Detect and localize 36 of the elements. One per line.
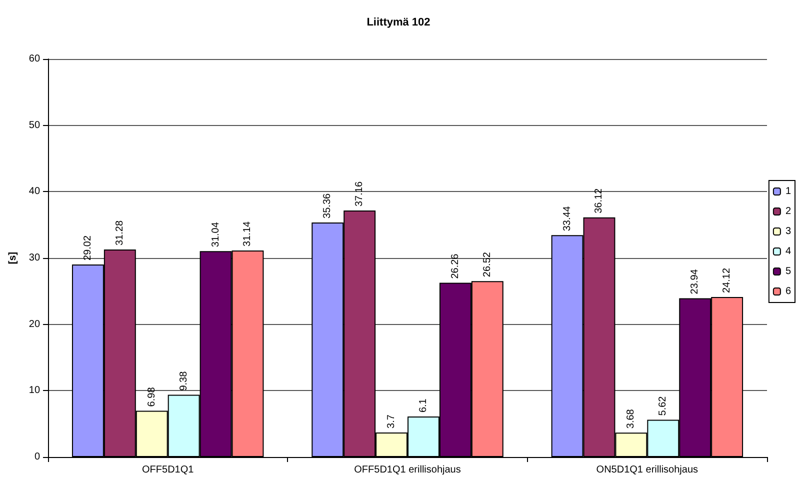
data-label: 31.04 <box>210 222 222 248</box>
data-label: 23.94 <box>690 268 701 294</box>
x-tick-label: OFF5D1Q1 erillisohjaus <box>354 464 461 476</box>
data-label: 31.28 <box>114 220 126 246</box>
data-label: 3.7 <box>386 414 398 428</box>
data-label: 26.52 <box>482 252 493 278</box>
y-tick-label: 40 <box>28 186 40 198</box>
data-label: 3.68 <box>626 408 637 429</box>
y-axis-title: [s] <box>8 252 18 264</box>
legend-label: 2 <box>785 206 792 217</box>
data-label: 36.12 <box>594 188 605 214</box>
x-tick-label: OFF5D1Q1 <box>142 464 194 476</box>
legend-label: 1 <box>785 186 792 197</box>
data-label: 9.38 <box>178 370 190 391</box>
chart-title: Liittymä 102 <box>366 16 430 28</box>
y-tick-label: 10 <box>28 385 40 396</box>
y-tick-label: 30 <box>28 252 40 264</box>
data-label: 31.14 <box>242 220 254 246</box>
legend-label: 4 <box>785 246 792 257</box>
legend-label: 6 <box>785 286 792 297</box>
data-label: 24.12 <box>722 268 733 294</box>
y-tick-label: 50 <box>28 120 40 131</box>
data-label: 29.02 <box>82 235 94 260</box>
legend-label: 3 <box>785 226 792 237</box>
y-tick-label: 20 <box>28 318 40 330</box>
data-label: 5.62 <box>658 396 669 416</box>
data-label: 33.44 <box>562 206 573 232</box>
data-label: 6.1 <box>418 398 429 413</box>
y-tick-label: 0 <box>34 452 40 462</box>
data-label: 37.16 <box>354 181 366 207</box>
data-label: 26.26 <box>450 253 461 279</box>
data-label: 6.98 <box>146 386 158 407</box>
data-label: 35.36 <box>322 192 334 218</box>
legend-label: 5 <box>785 266 792 277</box>
y-tick-label: 60 <box>28 54 40 64</box>
x-tick-label: ON5D1Q1 erillisohjaus <box>596 464 698 476</box>
